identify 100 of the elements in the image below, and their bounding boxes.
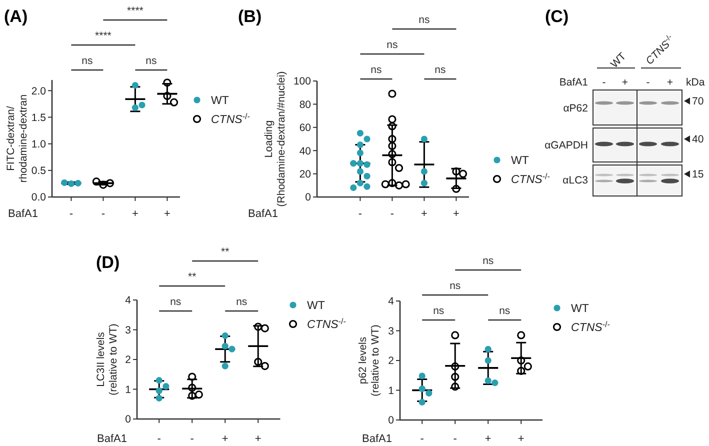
- annotation: ns: [236, 296, 248, 308]
- x-tick-label: +: [132, 208, 138, 220]
- y-tick-label: 40: [299, 145, 312, 158]
- point: [188, 372, 196, 381]
- y-tick-label: 2: [388, 355, 394, 368]
- legend-label: CTNS$^{-/-}$: [211, 112, 250, 126]
- legend-label: CTNS$^{-/-}$: [307, 316, 346, 332]
- y-tick-label: 0: [125, 414, 132, 426]
- x-tick-label: +: [420, 208, 428, 220]
- point: [388, 134, 396, 144]
- point: [517, 356, 526, 365]
- text: **: [221, 246, 230, 258]
- y-tick-label: 3: [125, 324, 132, 336]
- annotation: ns: [170, 296, 182, 308]
- x-tick-label: -: [453, 432, 458, 445]
- y-tick-label: 1: [125, 384, 132, 396]
- text: αGAPDH: [544, 140, 588, 152]
- x-tick-label: -: [190, 432, 194, 445]
- y-tick-label: 2: [125, 354, 132, 366]
- legend-label: CTNS$^{-/-}$: [571, 320, 610, 334]
- point: [452, 167, 460, 176]
- text: ****: [95, 30, 112, 42]
- point: [418, 385, 426, 392]
- y-axis-title: p62 levels (relative to WT): [357, 324, 382, 396]
- point: [451, 331, 460, 340]
- x-tick-label: -: [69, 208, 74, 220]
- annotation: ns: [433, 305, 444, 317]
- point: [484, 346, 492, 352]
- text: ns: [482, 255, 494, 267]
- point: [356, 168, 364, 175]
- text: 70: [692, 96, 704, 108]
- point: [388, 142, 396, 150]
- x-tick-label: -: [101, 208, 106, 220]
- y-tick-label: 1: [388, 384, 394, 397]
- point: [388, 158, 396, 166]
- text: ns: [82, 55, 93, 67]
- point: [388, 122, 396, 130]
- x-tick-label: -: [390, 208, 394, 220]
- text: ns: [146, 55, 157, 67]
- point: [420, 168, 428, 175]
- y-axis-title: Loading (Rhodamine-dextran/#nuclei): [263, 71, 288, 207]
- point: [517, 366, 526, 375]
- x-axis-title: BafA1: [362, 432, 392, 445]
- text: ****: [127, 5, 144, 17]
- point: [356, 160, 364, 167]
- x-tick-label: +: [254, 432, 262, 445]
- text: 15: [692, 168, 704, 181]
- x-tick-label: +: [518, 432, 524, 445]
- point: [418, 372, 426, 380]
- y-tick-label: 0: [305, 192, 312, 204]
- y-tick-label: 2.0: [31, 85, 46, 98]
- text: 40: [692, 134, 704, 146]
- y-tick-label: 20: [299, 168, 312, 180]
- legend-label: WT: [211, 95, 229, 108]
- point: [188, 384, 196, 392]
- point: [517, 331, 526, 340]
- point: [388, 179, 396, 188]
- text: αLC3: [562, 174, 588, 187]
- y-tick-label: 0.5: [31, 165, 46, 178]
- text: +: [666, 76, 674, 89]
- text: kDa: [686, 76, 705, 89]
- y-axis-title: FITC-dextran/ rhodamine-dextran: [5, 94, 30, 183]
- point: [356, 130, 364, 136]
- point: [156, 394, 162, 402]
- point: [484, 377, 492, 384]
- text: ns: [370, 64, 382, 76]
- x-axis-title: BafA1: [97, 432, 127, 445]
- x-tick-label: +: [164, 208, 170, 220]
- x-tick-label: -: [157, 432, 162, 445]
- text: BafA1: [559, 76, 588, 89]
- point: [254, 358, 262, 366]
- point: [420, 180, 428, 186]
- point: [222, 342, 228, 350]
- point: [452, 184, 460, 193]
- x-tick-label: +: [222, 432, 228, 445]
- y-tick-label: 1.0: [31, 138, 46, 150]
- point: [418, 398, 426, 406]
- text: **: [188, 271, 196, 283]
- point: [188, 392, 196, 400]
- point: [356, 142, 364, 148]
- text: (C): [545, 7, 569, 26]
- chart-title: (D): [96, 253, 120, 272]
- y-tick-label: 0.0: [31, 192, 46, 204]
- x-axis-title: BafA1: [8, 208, 38, 220]
- point: [222, 332, 228, 339]
- text: -: [646, 76, 650, 89]
- x-axis-title: BafA1: [248, 208, 278, 220]
- point: [451, 372, 460, 381]
- legend-label: CTNS$^{-/-}$: [511, 172, 550, 186]
- text: -: [602, 76, 606, 89]
- chart-title: (B): [238, 7, 262, 26]
- y-tick-label: 100: [293, 76, 312, 88]
- point: [356, 180, 364, 186]
- text: ns: [386, 39, 398, 51]
- legend-label: WT: [511, 155, 529, 168]
- point: [388, 90, 396, 98]
- point: [484, 357, 492, 364]
- annotation: ns: [499, 305, 510, 317]
- x-tick-label: +: [452, 208, 460, 220]
- y-tick-label: 4: [125, 294, 132, 307]
